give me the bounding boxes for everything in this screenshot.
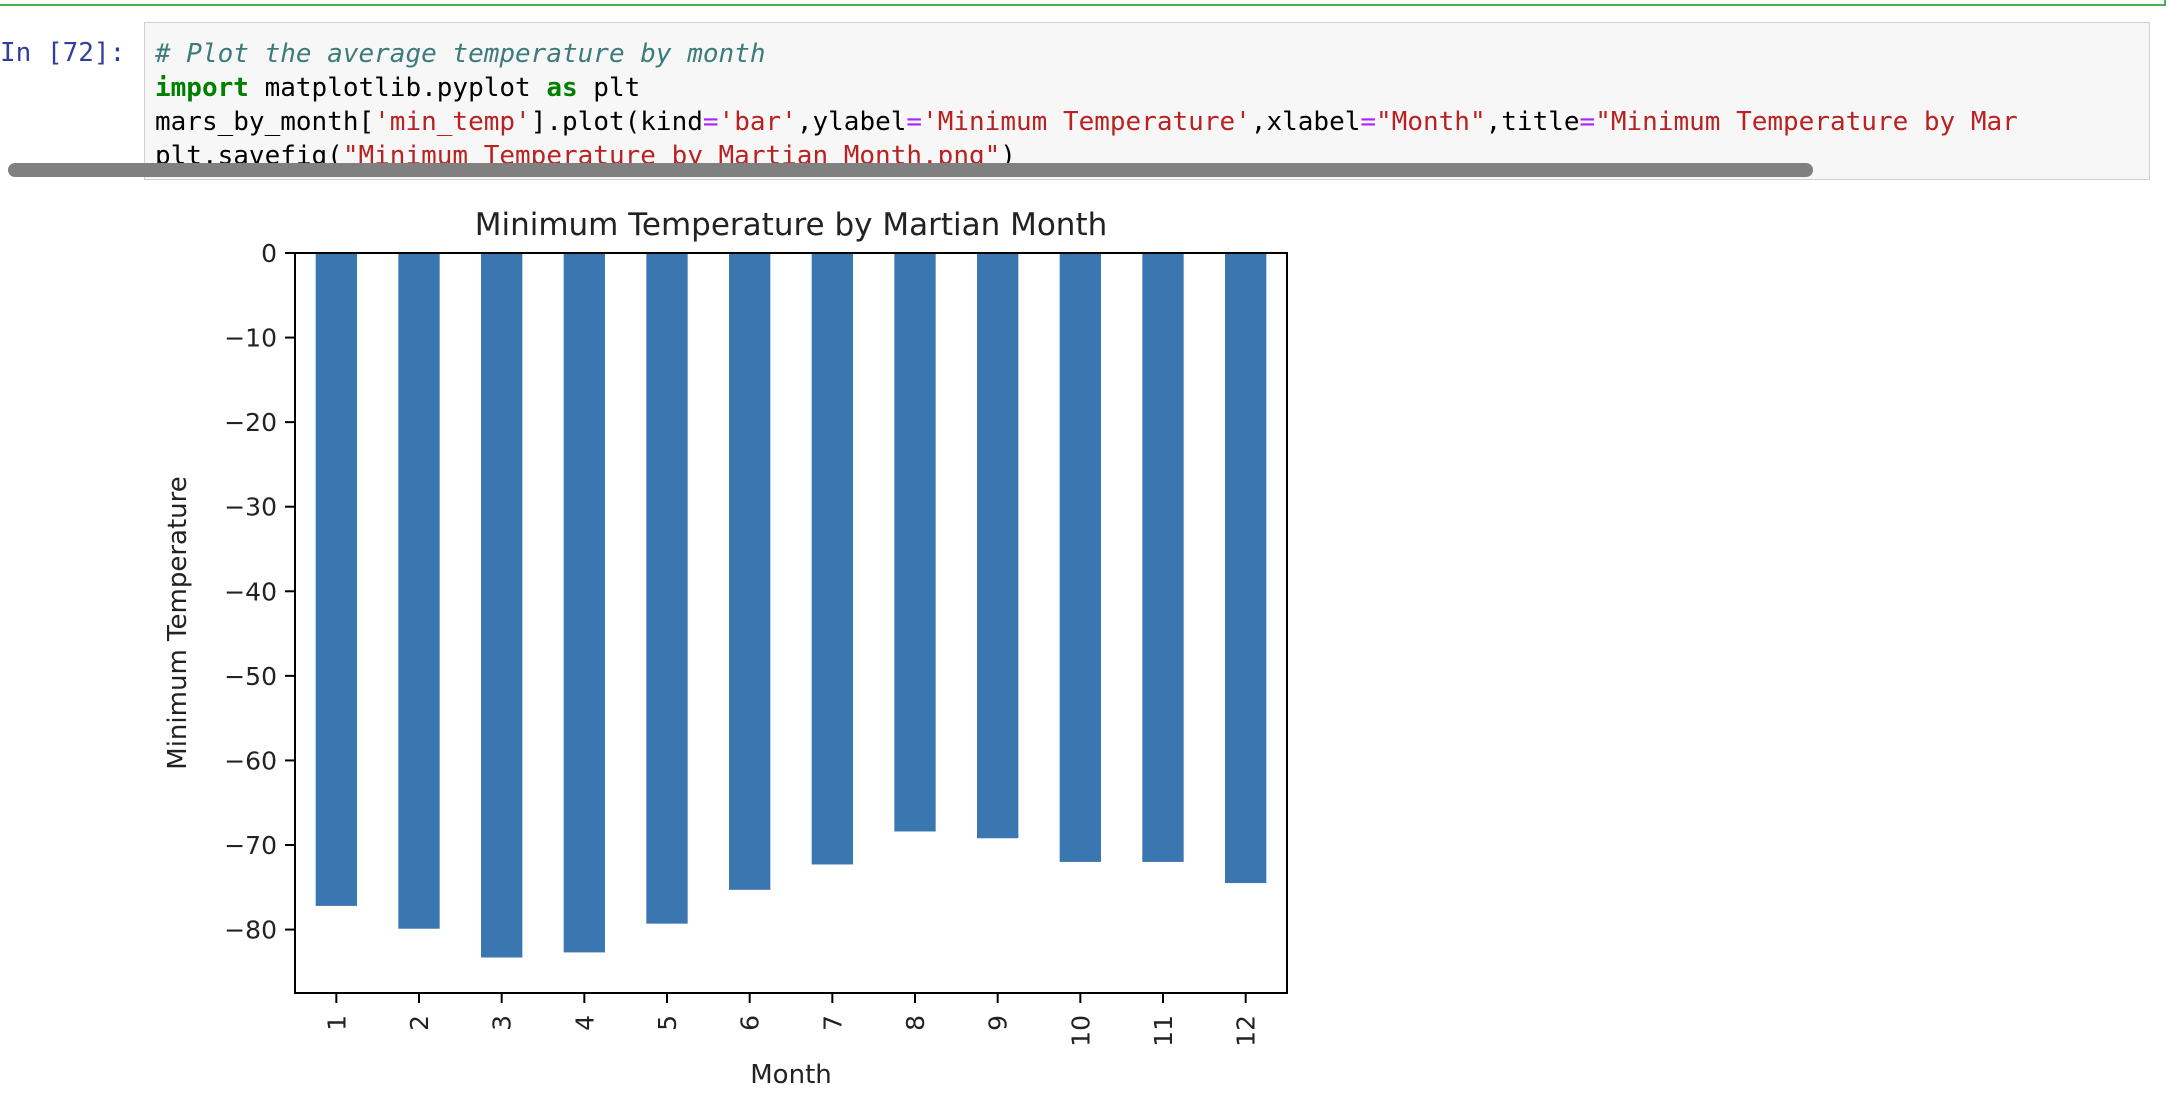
x-tick-label: 8 xyxy=(901,1015,930,1031)
code-token: # Plot the average temperature by month xyxy=(155,39,766,69)
code-token: mars_by_month[ xyxy=(155,107,375,137)
code-token: ].plot(kind xyxy=(530,107,703,137)
code-token: 'bar' xyxy=(718,107,797,137)
code-token: ,title xyxy=(1485,107,1580,137)
bar-11 xyxy=(1142,253,1184,862)
x-tick-label: 7 xyxy=(818,1015,847,1031)
code-token: import xyxy=(155,73,249,103)
y-tick-label: −40 xyxy=(224,577,277,606)
code-line[interactable]: import matplotlib.pyplot as plt xyxy=(155,71,2018,105)
x-tick-label: 2 xyxy=(405,1015,434,1031)
code-horizontal-scrollbar[interactable] xyxy=(8,163,1813,177)
y-tick-label: −60 xyxy=(224,746,277,775)
bar-9 xyxy=(977,253,1019,839)
code-token: = xyxy=(1360,107,1377,137)
bar-8 xyxy=(894,253,936,832)
code-token: 'min_temp' xyxy=(374,107,531,137)
x-tick-label: 10 xyxy=(1066,1015,1095,1047)
x-tick-label: 5 xyxy=(653,1015,682,1031)
bar-12 xyxy=(1225,253,1267,884)
code-token: = xyxy=(1579,107,1596,137)
bar-10 xyxy=(1059,253,1101,862)
x-tick-label: 9 xyxy=(984,1015,1013,1031)
bar-2 xyxy=(398,253,440,929)
y-tick-label: 0 xyxy=(261,239,277,268)
code-token: ,ylabel xyxy=(796,107,907,137)
code-token: as xyxy=(546,73,578,103)
x-tick-label: 3 xyxy=(488,1015,517,1031)
x-tick-label: 11 xyxy=(1149,1015,1178,1047)
y-tick-label: −80 xyxy=(224,916,277,945)
code-token: = xyxy=(906,107,923,137)
code-line[interactable]: mars_by_month['min_temp'].plot(kind='bar… xyxy=(155,105,2018,139)
code-editor[interactable]: # Plot the average temperature by month i… xyxy=(144,22,2150,180)
code-token: 'Minimum Temperature' xyxy=(922,107,1251,137)
bar-7 xyxy=(811,253,853,865)
x-axis-label: Month xyxy=(750,1060,832,1090)
previous-cell-border xyxy=(0,0,2166,6)
x-tick-label: 1 xyxy=(322,1015,351,1031)
y-tick-label: −70 xyxy=(224,831,277,860)
bar-5 xyxy=(646,253,688,924)
y-tick-label: −50 xyxy=(224,662,277,691)
code-token: "Minimum Temperature by Mar xyxy=(1595,107,2018,137)
x-tick-label: 12 xyxy=(1232,1015,1261,1047)
bar-1 xyxy=(315,253,357,906)
cell-prompt: In [72]: xyxy=(0,38,126,68)
code-token: "Month" xyxy=(1376,107,1486,137)
bar-6 xyxy=(729,253,771,890)
y-axis-label: Minimum Temperature xyxy=(163,476,193,769)
code-token: plt xyxy=(577,73,641,103)
code-token: matplotlib.pyplot xyxy=(248,73,547,103)
code-token: = xyxy=(702,107,719,137)
y-tick-label: −10 xyxy=(224,324,277,353)
code-line[interactable]: # Plot the average temperature by month xyxy=(155,37,2018,71)
bar-chart: Minimum Temperature by Martian Month 0 −10… xyxy=(163,207,1288,1090)
code-lines[interactable]: # Plot the average temperature by month i… xyxy=(155,37,2018,173)
x-tick-label: 6 xyxy=(736,1015,765,1031)
plot-frame xyxy=(294,252,1288,994)
cell-output: Minimum Temperature by Martian Month 0 −10… xyxy=(144,195,1294,1095)
y-tick-label: −30 xyxy=(224,493,277,522)
bar-4 xyxy=(563,253,605,953)
y-tick-label: −20 xyxy=(224,408,277,437)
chart-title: Minimum Temperature by Martian Month xyxy=(475,207,1108,243)
x-tick-label: 4 xyxy=(570,1015,599,1031)
code-token: ,xlabel xyxy=(1250,107,1361,137)
bar-3 xyxy=(481,253,523,958)
